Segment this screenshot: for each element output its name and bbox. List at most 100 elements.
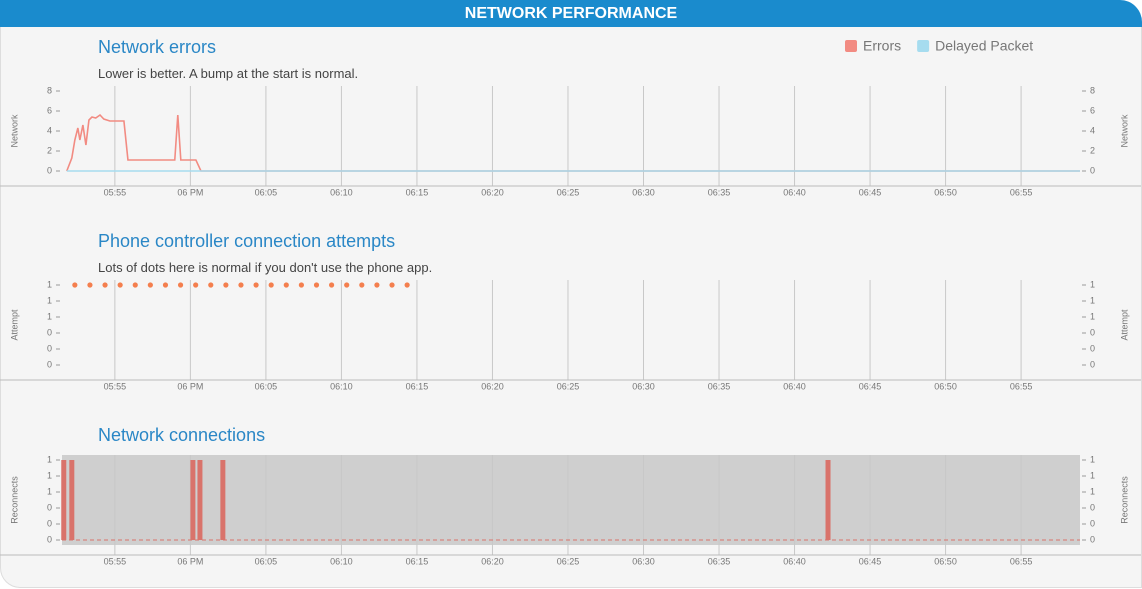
y2-axis-label: Network: [1119, 114, 1129, 148]
bar: [61, 460, 67, 540]
x-tick-label: 06:55: [1010, 381, 1033, 391]
x-tick-label: 06:45: [859, 556, 882, 566]
x-tick-label: 06:55: [1010, 187, 1033, 197]
x-tick-label: 06:15: [406, 187, 429, 197]
dot: [283, 282, 289, 288]
dot: [359, 282, 365, 288]
x-tick-label: 06:30: [632, 556, 655, 566]
y-tick-label: 1: [47, 295, 52, 305]
dot: [177, 282, 184, 288]
dot: [344, 282, 350, 288]
y2-tick-label: 0: [1090, 518, 1095, 528]
y-tick-label: 1: [47, 486, 52, 496]
y2-tick-label: 0: [1090, 327, 1095, 337]
y2-tick-label: 0: [1090, 534, 1095, 544]
dot: [268, 282, 274, 288]
y-tick-label: 0: [47, 327, 52, 337]
y-tick-label: 0: [47, 502, 52, 512]
x-tick-label: 06:20: [481, 187, 504, 197]
y2-tick-label: 0: [1090, 165, 1095, 175]
y-axis-label: Reconnects: [9, 476, 19, 524]
y2-tick-label: 8: [1090, 85, 1095, 95]
x-tick-label: 05:55: [104, 187, 127, 197]
legend-swatch: [917, 40, 930, 52]
dot: [238, 282, 244, 288]
y-tick-label: 4: [47, 125, 52, 135]
legend-label: Delayed Packet: [935, 38, 1033, 54]
y-tick-label: 0: [47, 343, 52, 353]
x-tick-label: 06:35: [708, 187, 731, 197]
header-title: NETWORK PERFORMANCE: [0, 0, 1142, 27]
y2-tick-label: 0: [1090, 359, 1095, 369]
x-tick-label: 06:10: [330, 381, 353, 391]
y2-axis-label: Attempt: [1119, 309, 1129, 341]
x-tick-label: 06:05: [255, 187, 278, 197]
plot-background: [62, 455, 1080, 545]
x-tick-label: 06:25: [557, 187, 580, 197]
dot: [193, 282, 199, 288]
y2-axis-label: Reconnects: [1119, 476, 1129, 524]
chart-subtitle: Lots of dots here is normal if you don't…: [98, 260, 432, 275]
y2-tick-label: 1: [1090, 470, 1095, 480]
y-tick-label: 0: [47, 165, 52, 175]
y-axis-label: Attempt: [9, 309, 19, 341]
dot: [389, 282, 395, 288]
x-tick-label: 06:50: [934, 381, 957, 391]
dot: [102, 282, 108, 288]
x-tick-label: 05:55: [104, 381, 127, 391]
x-tick-label: 06:45: [859, 187, 882, 197]
y-axis-label: Network: [9, 114, 19, 148]
y2-tick-label: 0: [1090, 502, 1095, 512]
y2-tick-label: 1: [1090, 295, 1095, 305]
bar: [197, 460, 203, 540]
x-tick-label: 06:15: [406, 556, 429, 566]
y2-tick-label: 0: [1090, 343, 1095, 353]
x-tick-label: 06:05: [255, 556, 278, 566]
x-tick-label: 06 PM: [177, 381, 203, 391]
chart-title: Network connections: [98, 425, 265, 445]
y-tick-label: 2: [47, 145, 52, 155]
dot: [132, 282, 138, 288]
x-tick-label: 06:35: [708, 556, 731, 566]
x-tick-label: 06 PM: [177, 187, 203, 197]
y2-tick-label: 2: [1090, 145, 1095, 155]
x-tick-label: 06:30: [632, 381, 655, 391]
bar: [69, 460, 75, 540]
y2-tick-label: 6: [1090, 105, 1095, 115]
dot: [87, 282, 93, 288]
y-tick-label: 0: [47, 534, 52, 544]
bar: [190, 460, 196, 540]
x-tick-label: 06:10: [330, 187, 353, 197]
dot: [223, 282, 229, 288]
dot: [313, 282, 320, 288]
legend-label: Errors: [863, 38, 901, 54]
dot: [253, 282, 259, 288]
y-tick-label: 8: [47, 85, 52, 95]
x-tick-label: 06:35: [708, 381, 731, 391]
bar: [220, 460, 226, 540]
dot: [117, 282, 123, 288]
y-tick-label: 1: [47, 279, 52, 289]
chart-subtitle: Lower is better. A bump at the start is …: [98, 66, 358, 81]
dot: [162, 282, 169, 288]
dot: [329, 282, 335, 288]
line: [66, 113, 1080, 172]
y-tick-label: 1: [47, 470, 52, 480]
y2-tick-label: 1: [1090, 279, 1095, 289]
x-tick-label: 06:40: [783, 187, 806, 197]
dot: [374, 282, 380, 288]
chart-title: Network errors: [98, 37, 216, 57]
bar: [825, 460, 831, 540]
legend-swatch: [845, 40, 857, 52]
y-tick-label: 0: [47, 359, 52, 369]
dot: [208, 282, 214, 288]
dot: [298, 282, 304, 288]
y-tick-label: 1: [47, 454, 52, 464]
y2-tick-label: 1: [1090, 311, 1095, 321]
x-tick-label: 06:25: [557, 556, 580, 566]
x-tick-label: 06:20: [481, 381, 504, 391]
x-tick-label: 06:10: [330, 556, 353, 566]
x-tick-label: 06:50: [934, 556, 957, 566]
y2-tick-label: 1: [1090, 486, 1095, 496]
